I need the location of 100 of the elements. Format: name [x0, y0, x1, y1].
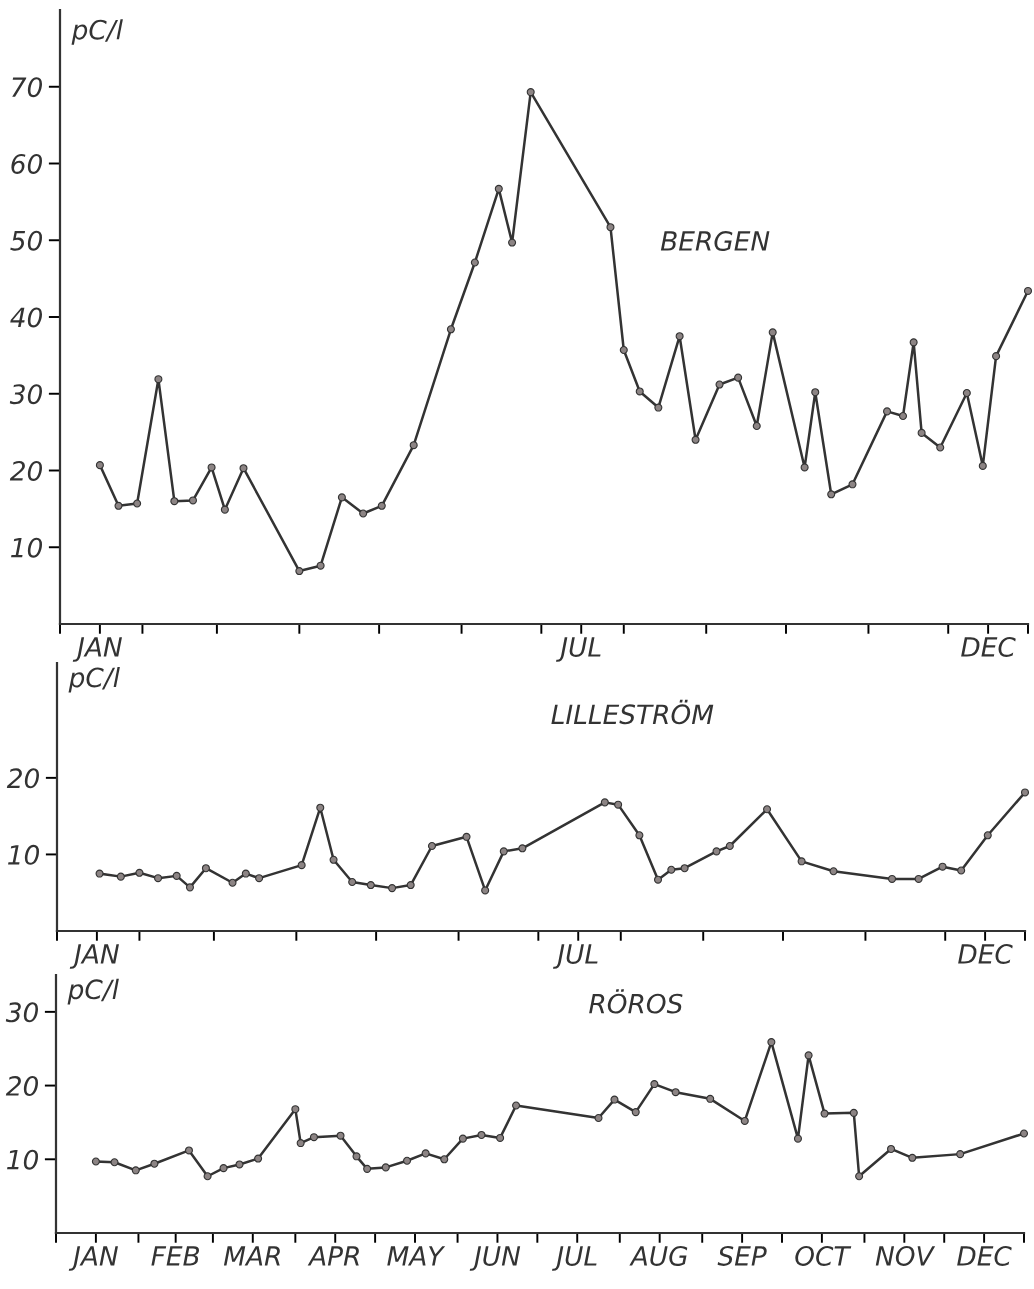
point — [675, 332, 684, 341]
point — [352, 1152, 361, 1161]
text: BERGEN — [660, 231, 770, 251]
point — [909, 338, 918, 347]
point — [440, 1155, 449, 1164]
point — [241, 869, 250, 878]
point — [172, 871, 181, 880]
point — [811, 388, 820, 397]
x-tick-label: DEC — [957, 1245, 1012, 1266]
point — [254, 1154, 263, 1163]
point — [235, 1160, 244, 1169]
point — [793, 1134, 802, 1143]
point — [297, 861, 306, 870]
point — [316, 803, 325, 812]
y-tick-label: 60 — [11, 153, 43, 174]
x-tick-label: DEC — [958, 943, 1013, 964]
point — [883, 407, 892, 416]
x-tick-label: APR — [307, 1246, 359, 1266]
x-tick-label: NOV — [875, 1245, 936, 1266]
point — [239, 464, 248, 473]
point — [654, 403, 663, 412]
point — [316, 561, 325, 570]
y-tick-label: 40 — [10, 307, 43, 328]
point — [185, 883, 194, 892]
point — [499, 847, 508, 856]
point — [956, 1150, 965, 1159]
point — [855, 1172, 864, 1181]
x-tick-label: FEB — [151, 1246, 200, 1266]
point — [820, 1109, 829, 1118]
point — [388, 884, 397, 893]
point — [366, 881, 375, 890]
x-tick-label: JAN — [68, 1246, 118, 1271]
point — [381, 1163, 390, 1172]
point — [594, 1113, 603, 1123]
point — [336, 1131, 345, 1140]
point — [219, 1164, 228, 1173]
point — [512, 1101, 521, 1110]
point — [203, 1172, 212, 1181]
x-tick-label: DEC — [961, 636, 1016, 657]
point — [715, 380, 724, 389]
y-tick-label: 70 — [12, 77, 43, 98]
point — [614, 800, 623, 809]
point — [427, 841, 436, 851]
point — [201, 864, 210, 873]
point — [309, 1133, 318, 1142]
point — [992, 352, 1001, 361]
text: LILLESTRÖM — [551, 699, 714, 725]
point — [635, 831, 644, 840]
point — [740, 1116, 749, 1125]
point — [406, 881, 415, 890]
point — [635, 387, 644, 396]
point — [680, 864, 689, 873]
y-tick-label: 30 — [5, 1002, 39, 1023]
point — [377, 501, 386, 510]
point — [403, 1156, 412, 1165]
point — [116, 872, 125, 881]
point — [462, 832, 471, 841]
x-tick-label: JUL — [553, 944, 598, 969]
y-tick-label: 20 — [9, 460, 43, 481]
point — [477, 1130, 486, 1139]
point — [295, 567, 304, 576]
point — [983, 831, 992, 840]
y-tick-label: 10 — [8, 844, 40, 865]
point — [494, 184, 503, 193]
point — [359, 509, 368, 518]
point — [848, 480, 857, 489]
point — [188, 496, 197, 505]
y-axis-title: pC/l — [67, 978, 119, 1005]
x-tick-label: AUG — [629, 1245, 688, 1266]
point — [800, 463, 809, 472]
point — [446, 325, 455, 334]
y-tick-label: 10 — [7, 1149, 39, 1170]
x-tick-label: JUN — [469, 1246, 521, 1271]
point — [914, 874, 923, 883]
x-tick-label: JUL — [556, 637, 601, 662]
point — [526, 88, 535, 97]
y-tick-label: 50 — [10, 230, 43, 251]
point — [667, 865, 676, 874]
point — [135, 868, 144, 877]
point — [421, 1149, 430, 1158]
point — [957, 866, 966, 875]
point — [752, 421, 761, 431]
point — [363, 1164, 372, 1173]
x-tick-label: JUL — [552, 1246, 597, 1271]
point — [653, 875, 663, 884]
point — [337, 493, 346, 502]
point — [706, 1094, 715, 1103]
point — [91, 1157, 100, 1166]
point — [898, 411, 908, 421]
point — [650, 1080, 659, 1089]
point — [962, 388, 971, 398]
y-tick-label: 10 — [11, 537, 43, 558]
point — [734, 373, 743, 382]
point — [827, 490, 836, 499]
point — [291, 1105, 300, 1114]
point — [470, 258, 479, 267]
x-tick-label: MAY — [387, 1246, 446, 1266]
x-tick-label: OCT — [795, 1245, 852, 1266]
text: RÖROS — [589, 989, 683, 1014]
point — [797, 857, 806, 866]
